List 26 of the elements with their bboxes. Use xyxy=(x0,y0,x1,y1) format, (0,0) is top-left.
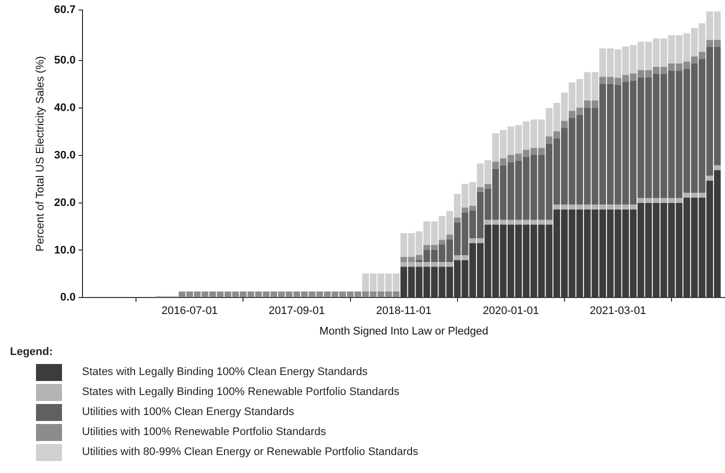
y-tick-label: 20.0 xyxy=(54,196,76,209)
bar xyxy=(561,120,568,128)
y-axis-title: Percent of Total US Electricity Sales (%) xyxy=(34,56,47,252)
bar xyxy=(454,218,461,222)
legend-label: Utilities with 100% Renewable Portfolio Standards xyxy=(82,426,326,438)
y-tick-label: 50.0 xyxy=(54,54,76,67)
bar xyxy=(714,165,721,170)
legend-title: Legend: xyxy=(10,346,54,358)
x-axis-title: Month Signed Into Law or Pledged xyxy=(319,325,488,338)
y-tick-label: 60.7 xyxy=(54,4,76,16)
y-tick-label: 40.0 xyxy=(54,102,76,114)
bar xyxy=(706,176,714,181)
x-tick-label: 2021-03-01 xyxy=(590,305,646,318)
y-tick-label: 30.0 xyxy=(54,149,76,162)
y-tick-label: 0.0 xyxy=(60,292,76,304)
bar xyxy=(446,234,454,240)
x-tick-label: 2017-09-01 xyxy=(268,305,325,318)
x-tick-label: 2018-11-01 xyxy=(376,305,432,318)
y-tick-label: 10.0 xyxy=(54,244,76,256)
bar xyxy=(438,240,446,245)
x-tick-label: 2016-07-01 xyxy=(162,305,218,318)
legend-label: Utilities with 100% Clean Energy Standards xyxy=(82,406,294,418)
legend-label: States with Legally Binding 100% Clean Energy Standards xyxy=(82,366,368,378)
x-tick-label: 2020-01-01 xyxy=(482,305,540,318)
legend-label: Utilities with 80-99% Clean Energy or Renewable Portfolio Standards xyxy=(82,446,418,458)
legend-label: States with Legally Binding 100% Renewable Portfolio Standards xyxy=(82,386,400,398)
